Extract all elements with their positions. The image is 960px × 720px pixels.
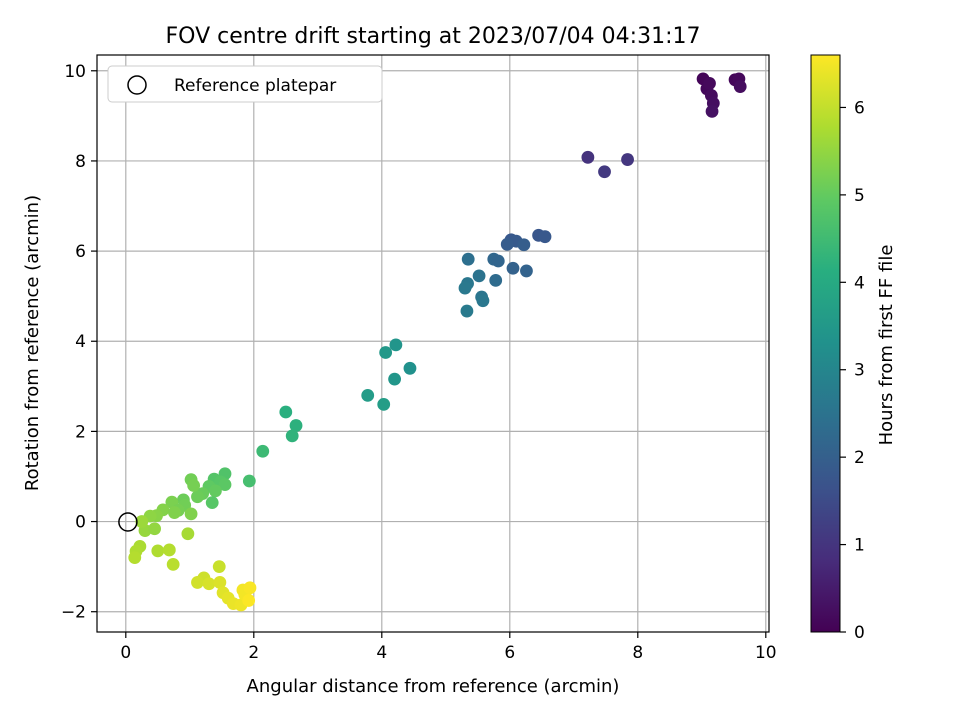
y-tick-label: 2 [75, 422, 86, 442]
data-points [128, 72, 747, 612]
data-point [389, 338, 403, 352]
colorbar-tick-label: 1 [854, 536, 865, 556]
data-point [388, 372, 401, 386]
data-point [256, 444, 270, 458]
x-tick-label: 10 [755, 643, 777, 663]
colorbar-tick-label: 4 [854, 273, 865, 293]
y-axis-ticks: −2 0 2 4 6 8 10 [61, 62, 97, 623]
legend-marker-icon [127, 75, 147, 95]
data-point [285, 429, 299, 443]
data-point [517, 238, 531, 252]
data-point [460, 304, 474, 318]
data-point [191, 576, 204, 589]
y-tick-label: −2 [61, 603, 86, 623]
x-axis-ticks: 0 2 4 6 8 10 [120, 632, 777, 663]
data-point [168, 506, 181, 519]
x-tick-label: 6 [504, 643, 515, 663]
data-point [184, 507, 198, 521]
colorbar-label: Hours from first FF file [876, 245, 897, 446]
data-point [705, 104, 719, 118]
data-point [520, 264, 533, 278]
data-point [379, 346, 393, 359]
data-point [187, 479, 201, 492]
data-point [361, 388, 375, 402]
data-point [212, 560, 226, 574]
grid-lines [97, 55, 769, 632]
data-point [581, 150, 595, 164]
y-tick-label: 0 [75, 513, 86, 533]
y-axis-label: Rotation from reference (arcmin) [22, 195, 43, 491]
data-point [461, 252, 475, 266]
colorbar-tick-label: 2 [854, 448, 865, 468]
legend: Reference platepar [107, 65, 383, 103]
reference-platepar-marker [118, 512, 138, 532]
colorbar: 0 1 2 3 4 5 6 Hours from first FF file [810, 54, 897, 643]
plot-frame [96, 54, 770, 633]
y-tick-label: 6 [75, 242, 86, 262]
data-point [151, 544, 165, 558]
data-point [162, 543, 176, 557]
data-point [213, 576, 227, 589]
data-point [202, 577, 216, 591]
data-point [598, 165, 611, 179]
x-tick-label: 0 [120, 643, 131, 663]
y-tick-label: 8 [75, 152, 86, 172]
colorbar-tick-label: 6 [854, 98, 865, 118]
data-point [242, 594, 256, 607]
colorbar-tick-label: 5 [854, 186, 865, 206]
data-point [289, 419, 303, 432]
data-point [148, 522, 162, 536]
data-point [242, 474, 256, 488]
data-point [128, 551, 142, 565]
legend-entry-reference-platepar: Reference platepar [174, 76, 336, 96]
data-point [500, 237, 514, 251]
data-point [703, 76, 716, 90]
data-point [205, 496, 219, 510]
legend-box [107, 65, 383, 103]
y-tick-label: 4 [75, 332, 86, 352]
data-point [377, 397, 391, 411]
data-point [472, 269, 486, 283]
data-point [506, 261, 520, 275]
x-tick-label: 4 [376, 643, 387, 663]
data-point [621, 153, 634, 166]
colorbar-frame [810, 54, 841, 633]
data-point [538, 230, 552, 244]
data-point [491, 254, 505, 268]
data-point [733, 80, 747, 93]
chart-title: FOV centre drift starting at 2023/07/04 … [166, 24, 701, 49]
x-tick-label: 2 [248, 643, 259, 663]
data-point [135, 515, 149, 528]
y-tick-label: 10 [64, 62, 86, 82]
data-point [403, 361, 417, 375]
data-point [458, 281, 472, 295]
data-point [181, 527, 195, 541]
data-point [209, 484, 222, 498]
colorbar-ticks: 0 1 2 3 4 5 6 [840, 98, 865, 643]
colorbar-gradient [811, 55, 840, 632]
data-point [476, 294, 490, 308]
colorbar-tick-label: 0 [854, 623, 865, 643]
colorbar-tick-label: 3 [854, 361, 865, 381]
data-point [489, 273, 503, 287]
data-point [166, 557, 180, 571]
x-axis-label: Angular distance from reference (arcmin) [247, 676, 620, 697]
data-point [243, 581, 257, 595]
data-point [218, 478, 232, 491]
data-point [279, 405, 293, 419]
x-tick-label: 8 [632, 643, 643, 663]
data-point [191, 490, 204, 504]
